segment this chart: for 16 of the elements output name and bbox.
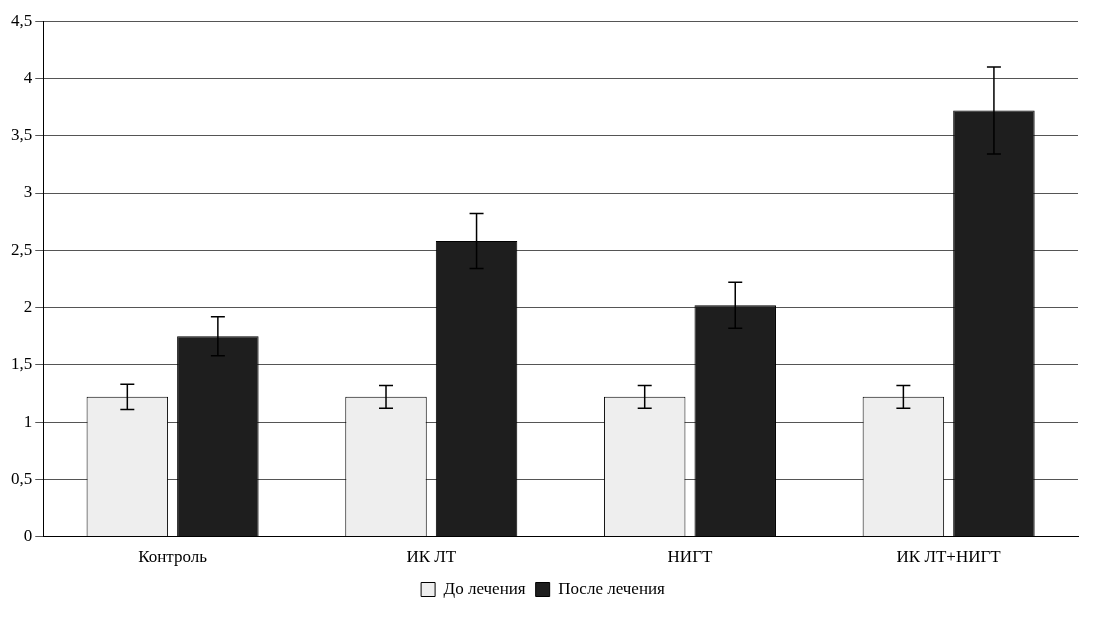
- y-tick-label: 0: [23, 526, 33, 546]
- y-tick-label: 2: [23, 297, 33, 316]
- y-tick-label: 3,5: [11, 125, 33, 145]
- y-tick-label: 1,5: [11, 354, 33, 374]
- y-tick-label: 4,5: [11, 10, 33, 30]
- x-tick-label: ИК ЛТ+НИГТ: [896, 547, 1002, 567]
- x-tick-label: Контроль: [138, 547, 208, 567]
- y-tick-label: 1: [23, 411, 33, 431]
- x-tick-label: ИК ЛТ: [406, 547, 457, 567]
- y-tick-label: 2,5: [11, 239, 33, 259]
- y-tick-label: 3: [23, 182, 33, 202]
- legend-label: До лечения: [443, 578, 526, 598]
- x-tick-label: НИГТ: [667, 547, 713, 567]
- y-tick-label: 0,5: [11, 468, 33, 488]
- legend-label: После лечения: [558, 578, 666, 598]
- y-tick-label: 4: [23, 67, 33, 87]
